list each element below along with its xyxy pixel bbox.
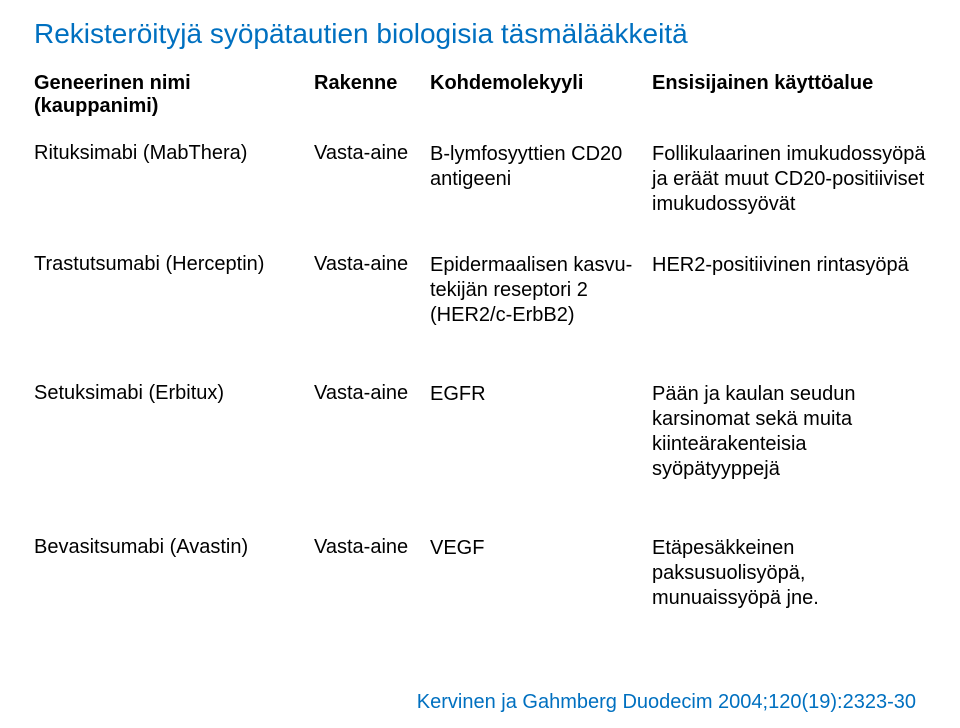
cell-target: VEGF	[430, 536, 652, 561]
cell-indication: HER2-positiivinen rintasyöpä	[652, 253, 926, 278]
citation-text: Kervinen ja Gahmberg Duodecim 2004;120(1…	[417, 691, 916, 714]
cell-structure: Vasta-aine	[314, 142, 430, 165]
table-row: Rituksimabi (MabThera) Vasta-aine B-lymf…	[34, 142, 926, 217]
cell-name: Trastutsumabi (Herceptin)	[34, 253, 314, 276]
header-col-name: Geneerinen nimi (kauppanimi)	[34, 72, 314, 118]
header-col-structure: Rakenne	[314, 72, 430, 118]
spacer	[34, 364, 926, 382]
cell-target: EGFR	[430, 382, 652, 407]
spacer	[34, 518, 926, 536]
cell-target: Epidermaalisen kasvu- tekijän reseptori …	[430, 253, 652, 328]
cell-structure: Vasta-aine	[314, 382, 430, 405]
table-header-row: Geneerinen nimi (kauppanimi) Rakenne Koh…	[34, 72, 926, 118]
cell-name: Setuksimabi (Erbitux)	[34, 382, 314, 405]
document-page: Rekisteröityjä syöpätautien biologisia t…	[0, 0, 960, 611]
cell-name: Rituksimabi (MabThera)	[34, 142, 314, 165]
cell-target: B-lymfosyyttien CD20 antigeeni	[430, 142, 652, 192]
cell-structure: Vasta-aine	[314, 536, 430, 559]
page-title: Rekisteröityjä syöpätautien biologisia t…	[34, 18, 926, 50]
header-col-target: Kohdemolekyyli	[430, 72, 652, 118]
cell-structure: Vasta-aine	[314, 253, 430, 276]
cell-name: Bevasitsumabi (Avastin)	[34, 536, 314, 559]
cell-indication: Follikulaarinen imukudossyöpä ja eräät m…	[652, 142, 926, 217]
table-row: Trastutsumabi (Herceptin) Vasta-aine Epi…	[34, 253, 926, 328]
table-row: Bevasitsumabi (Avastin) Vasta-aine VEGF …	[34, 536, 926, 611]
header-col-indication: Ensisijainen käyttöalue	[652, 72, 926, 118]
cell-indication: Pään ja kaulan seudun karsinomat sekä mu…	[652, 382, 926, 482]
table-row: Setuksimabi (Erbitux) Vasta-aine EGFR Pä…	[34, 382, 926, 482]
cell-indication: Etäpesäkkeinen paksusuolisyöpä, munuaiss…	[652, 536, 926, 611]
